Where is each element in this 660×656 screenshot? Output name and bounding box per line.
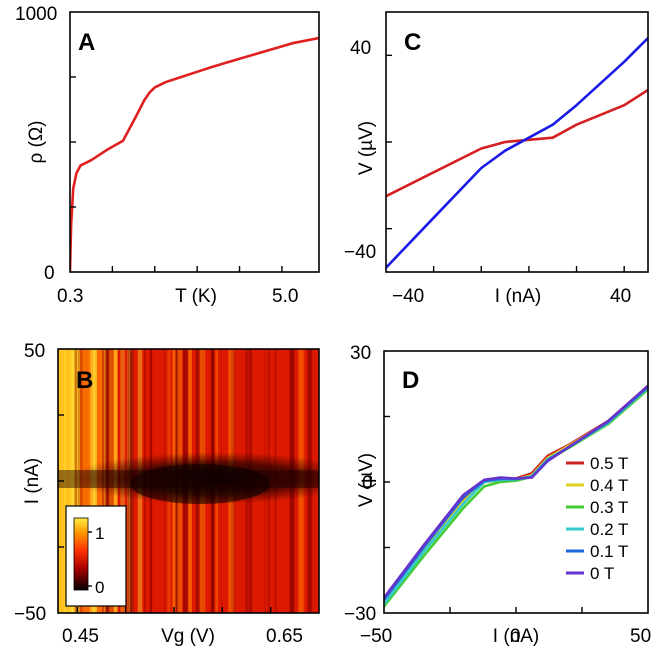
panel-c-ylabel: V (µV)	[356, 121, 377, 175]
legend-item: 0.1 T	[590, 542, 628, 561]
legend: 0.5 T 0.4 T 0.3 T 0.2 T 0.1 T 0 T	[566, 454, 628, 583]
panel-a: A 1000 0 0.3 5.0 T (K) ρ (Ω)	[15, 4, 320, 307]
panel-d-ylabel: V (µV)	[356, 453, 377, 507]
legend-item: 0.4 T	[590, 476, 628, 495]
panel-c-series-0	[386, 88, 648, 198]
panel-d-ytick-bottom: −30	[344, 604, 376, 625]
panel-a-xlabel: T (K)	[175, 286, 217, 307]
panel-c-xtick-right: 40	[610, 286, 631, 307]
panel-a-xtick-right: 5.0	[272, 286, 298, 307]
panel-d-xtick-mid: 0	[510, 626, 521, 647]
panel-b-ytick-bottom: −50	[14, 604, 46, 625]
legend-item: 0.5 T	[590, 454, 628, 473]
panel-d: D 0.5 T0.4 T0.3 T0.2 T0.1 T0 T 30 0 −30 …	[344, 343, 651, 647]
panel-c: C 40 −40 −40 40 I (nA) V (µV)	[344, 11, 649, 307]
panel-b-xtick-right: 0.65	[266, 626, 303, 647]
colorbar-tick-bottom: 0	[95, 578, 104, 597]
panel-b-xtick-left: 0.45	[62, 626, 99, 647]
panel-c-label: C	[404, 29, 421, 56]
panel-a-label: A	[78, 29, 95, 56]
panel-d-xtick-right: 50	[630, 626, 651, 647]
panel-a-frame	[69, 11, 320, 273]
colorbar	[73, 517, 89, 591]
panel-c-xlabel: I (nA)	[495, 286, 541, 307]
panel-d-xlabel: I (nA)	[493, 626, 539, 647]
legend-item: 0.2 T	[590, 520, 628, 539]
colorbar-tick-top: 1	[95, 524, 104, 543]
panel-a-ytick-bottom: 0	[44, 263, 55, 284]
panel-c-ytick-top: 40	[350, 38, 371, 59]
panel-d-label: D	[402, 367, 419, 394]
panel-d-ytick-top: 30	[350, 343, 371, 364]
panel-a-series-0	[70, 36, 319, 272]
panel-d-xtick-left: −50	[360, 626, 392, 647]
panel-b-xlabel: Vg (V)	[161, 626, 215, 647]
legend-item: 0 T	[590, 564, 614, 583]
panel-d-ytick-mid: 0	[362, 473, 373, 494]
panel-d-series-5	[384, 384, 648, 599]
panel-a-ytick-top: 1000	[15, 4, 57, 25]
panel-b-label: B	[76, 367, 93, 394]
panel-a-xtick-left: 0.3	[57, 286, 83, 307]
panel-b-ytick-top: 50	[24, 341, 45, 362]
panel-a-ylabel: ρ (Ω)	[26, 121, 47, 164]
panel-c-xtick-left: −40	[392, 286, 424, 307]
panel-c-series-1	[386, 37, 648, 269]
panel-c-ytick-bottom: −40	[344, 242, 376, 263]
panel-b-ylabel: I (nA)	[22, 458, 43, 504]
panel-b: B 1 0 50 −50 0.45 0.65 Vg (V) I (nA)	[14, 341, 320, 647]
legend-item: 0.3 T	[590, 498, 628, 517]
